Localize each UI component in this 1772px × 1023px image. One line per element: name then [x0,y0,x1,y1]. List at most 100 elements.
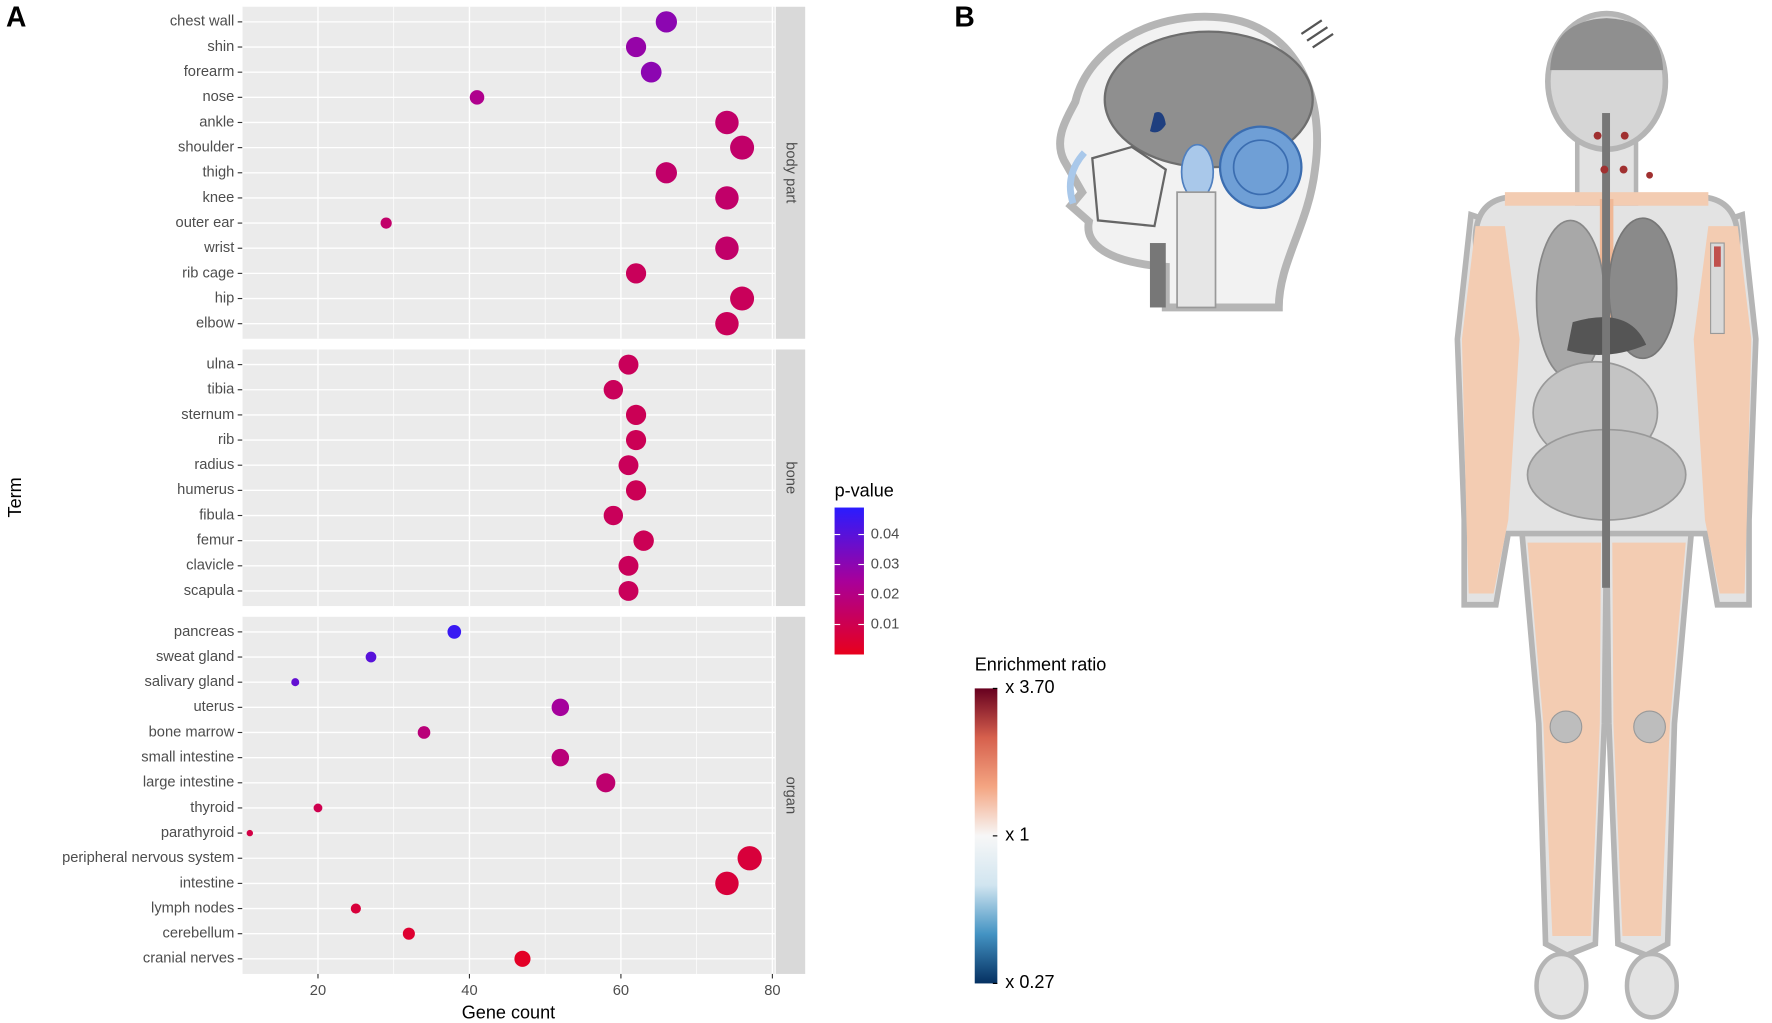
colorbar-label: x 3.70 [1005,677,1054,697]
y-tick-label: uterus [194,699,235,715]
y-tick-label: cranial nerves [143,951,234,967]
y-tick-label: intestine [180,875,235,891]
dot [625,36,647,58]
dot [633,530,654,551]
y-tick-label: sweat gland [156,649,234,665]
legend-title: p-value [835,480,894,500]
dot [469,90,485,105]
facet-strip [775,349,806,607]
y-tick-label: hip [215,290,235,306]
dot [603,380,624,400]
dot [737,846,762,871]
dot [618,455,639,476]
dot [730,135,755,160]
dot [618,354,639,375]
dot [380,217,392,229]
dot-plot: body part chest wall shin forearm nose ankle s… [5,6,900,1022]
facet-label: bone [783,461,799,494]
dot [618,580,639,601]
y-tick-label: elbow [196,316,235,332]
y-tick-label: humerus [177,482,234,498]
y-tick-label: thyroid [190,800,234,816]
panel-label: B [954,1,974,33]
dot [350,903,361,914]
y-tick-label: large intestine [143,775,234,791]
y-tick-label: salivary gland [145,674,235,690]
dot [730,286,755,311]
colorbar-label: x 1 [1005,825,1029,845]
y-tick-label: chest wall [170,14,235,30]
dot [551,748,570,767]
panel-label: A [6,1,26,33]
head-illustration [1056,12,1334,312]
y-tick-label: knee [202,190,234,206]
y-tick-label: ankle [199,114,234,130]
y-tick-label: shoulder [178,140,234,156]
y-tick-label: parathyroid [161,825,234,841]
colorbar-label: 0.03 [871,556,900,572]
y-tick-label: rib cage [182,265,234,281]
dot [715,236,739,260]
dot [246,829,254,837]
x-tick-label: 80 [764,983,780,999]
y-axis-title: Term [5,477,25,517]
dot [715,871,739,896]
y-tick-label: nose [202,89,234,105]
y-tick-label: thigh [202,165,234,181]
dot [313,803,323,813]
body-illustration [1454,10,1759,1020]
dot [640,61,662,83]
y-tick-label: pancreas [174,624,234,640]
dot [551,698,570,717]
y-tick-label: radius [194,457,234,473]
panel-background [242,616,775,974]
dot [417,726,431,739]
y-tick-label: outer ear [176,215,235,231]
colorbar-label: 0.02 [871,586,900,602]
facet-label: body part [783,142,799,203]
x-tick-label: 20 [310,983,326,999]
legend-title: Enrichment ratio [975,655,1107,675]
dot [655,11,678,33]
x-tick-label: 40 [461,983,477,999]
y-tick-label: forearm [184,64,235,80]
dot [715,186,739,210]
y-tick-label: small intestine [141,750,234,766]
facet-strip [775,616,806,974]
dot [625,404,647,426]
y-tick-label: wrist [203,240,234,256]
y-tick-label: bone marrow [149,724,235,740]
y-tick-label: cerebellum [162,926,234,942]
dot [655,162,678,184]
y-tick-label: scapula [184,583,235,599]
y-tick-label: ulna [207,356,236,372]
y-tick-label: tibia [207,382,235,398]
dot [625,480,647,501]
dot [514,950,531,967]
colorbar-label: 0.04 [871,526,900,542]
y-tick-label: shin [207,39,234,55]
y-tick-label: sternum [181,407,234,423]
x-axis-title: Gene count [462,1002,555,1022]
colorbar-label: 0.01 [871,616,900,632]
colorbar [974,688,998,984]
panel-background [242,349,775,607]
facet-strip [775,6,806,339]
colorbar-label: x 0.27 [1005,972,1054,992]
dot [603,505,624,526]
dot [291,678,300,687]
y-tick-label: peripheral nervous system [62,850,234,866]
dot [715,110,739,135]
dot [596,773,616,793]
y-tick-label: rib [218,432,234,448]
dot [447,625,462,639]
colorbar [834,507,864,655]
dot [618,555,639,576]
dot [402,927,415,940]
y-tick-label: fibula [199,507,235,523]
dot [625,429,647,451]
x-tick-label: 60 [613,983,629,999]
